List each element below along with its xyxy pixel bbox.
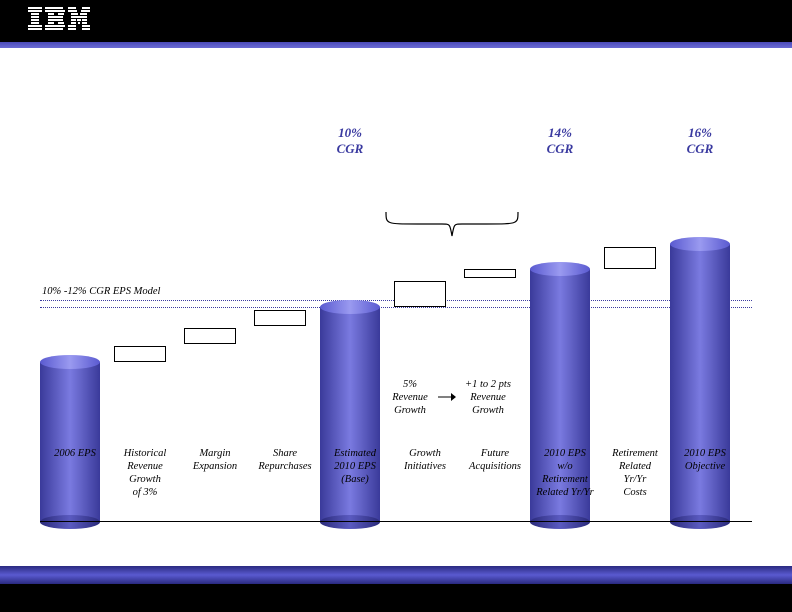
cgr-label-16: 16%CGR xyxy=(670,125,730,156)
box-future-acquisitions xyxy=(464,269,516,278)
xlabel-2: MarginExpansion xyxy=(180,447,250,473)
xlabel-5: GrowthInitiatives xyxy=(390,447,460,473)
xlabel-4: Estimated2010 EPS(Base) xyxy=(320,447,390,486)
box-historical-growth xyxy=(114,346,166,362)
xlabel-7: 2010 EPSw/oRetirementRelated Yr/Yr xyxy=(530,447,600,500)
xlabel-3: ShareRepurchases xyxy=(250,447,320,473)
footer-bar xyxy=(0,584,792,612)
brace-icon xyxy=(384,210,520,240)
arrow-icon xyxy=(438,392,456,402)
ibm-logo xyxy=(28,7,90,36)
note-1to2pts-growth: +1 to 2 ptsRevenueGrowth xyxy=(452,378,524,417)
header-bar xyxy=(0,0,792,42)
footer-band xyxy=(0,566,792,584)
box-share-repurchases xyxy=(254,310,306,326)
cgr-label-10: 10%CGR xyxy=(320,125,380,156)
xlabel-8: RetirementRelatedYr/YrCosts xyxy=(600,447,670,500)
cgr-label-14: 14%CGR xyxy=(530,125,590,156)
header-accent xyxy=(0,42,792,48)
xlabel-0: 2006 EPS xyxy=(40,447,110,460)
xlabel-1: HistoricalRevenueGrowthof 3% xyxy=(110,447,180,500)
box-retirement-costs xyxy=(604,247,656,269)
xlabel-9: 2010 EPSObjective xyxy=(670,447,740,473)
reference-line-bottom xyxy=(40,307,752,308)
box-margin-expansion xyxy=(184,328,236,344)
xlabel-6: FutureAcquisitions xyxy=(460,447,530,473)
note-5pct-growth: 5%RevenueGrowth xyxy=(380,378,440,417)
box-growth-initiatives xyxy=(394,281,446,307)
x-axis-labels: 2006 EPS HistoricalRevenueGrowthof 3% Ma… xyxy=(40,443,752,523)
reference-line-label: 10% -12% CGR EPS Model xyxy=(42,286,160,297)
